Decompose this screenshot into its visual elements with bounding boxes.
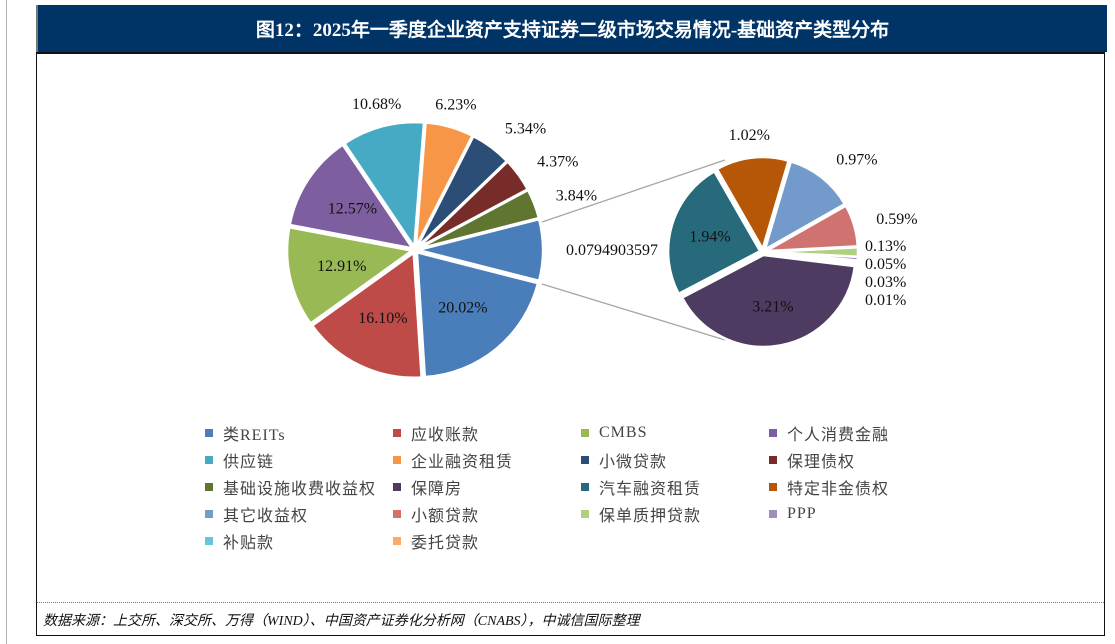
legend-swatch (205, 456, 213, 464)
legend-swatch (393, 510, 401, 518)
legend-swatch (205, 483, 213, 491)
legend-label: 补贴款 (223, 535, 275, 552)
main-data-label: 16.10% (358, 310, 407, 327)
main-data-label: 0.0794903597 (566, 242, 658, 259)
secondary-slice-8 (765, 251, 859, 265)
footer-divider (37, 602, 1104, 603)
legend-item: 汽车融资租赁 (581, 476, 769, 498)
legend-swatch (393, 483, 401, 491)
secondary-slice-2 (715, 155, 791, 253)
chart-title: 图12：2025年一季度企业资产支持证券二级市场交易情况-基础资产类型分布 (36, 5, 1107, 52)
legend-label: 供应链 (223, 454, 275, 471)
main-data-label: 6.23% (435, 97, 476, 114)
legend-swatch (581, 429, 589, 437)
legend-item: 基础设施收费收益权 (205, 476, 393, 498)
legend-swatch (205, 429, 213, 437)
legend-label: 基础设施收费收益权 (223, 481, 377, 498)
legend-item: 保障房 (393, 476, 581, 498)
secondary-data-label: 1.02% (729, 127, 770, 144)
legend-label: 个人消费金融 (787, 427, 890, 444)
secondary-data-label: 3.21% (752, 298, 793, 315)
main-slice-1 (310, 250, 423, 379)
secondary-data-label: 0.59% (876, 211, 917, 228)
main-data-label: 12.57% (328, 201, 377, 218)
secondary-data-label: 1.94% (689, 229, 730, 246)
legend-swatch (769, 510, 777, 518)
legend-item: 个人消费金融 (769, 422, 957, 444)
main-slice-9 (417, 217, 545, 283)
secondary-data-label: 0.05% (865, 256, 906, 273)
secondary-data-label: 0.13% (865, 238, 906, 255)
secondary-slice-0 (680, 253, 857, 349)
legend-swatch (205, 537, 213, 545)
chart-frame: 数据来源：上交所、深交所、万得（WIND）、中国资产证券化分析网（CNABS），… (36, 52, 1105, 636)
connector-line-top (541, 159, 726, 223)
legend-item: CMBS (581, 422, 769, 444)
secondary-data-label: 0.03% (865, 274, 906, 291)
legend-item: 保单质押贷款 (581, 503, 769, 525)
legend-item: 应收账款 (393, 422, 581, 444)
legend-item: 小微贷款 (581, 449, 769, 471)
legend-label: 保单质押贷款 (599, 508, 702, 525)
main-data-label: 10.68% (352, 96, 401, 113)
main-data-label: 20.02% (438, 300, 487, 317)
legend-swatch (393, 429, 401, 437)
legend-label: 保障房 (411, 481, 463, 498)
legend: 类REITs 应收账款 CMBS 个人消费金融供应链 企业融资租赁 小微贷款 保理债权基础设… (205, 422, 957, 552)
legend-label: 其它收益权 (223, 508, 309, 525)
legend-label: 企业融资租赁 (411, 454, 514, 471)
secondary-data-label: 0.97% (836, 151, 877, 168)
legend-label: 保理债权 (787, 454, 856, 471)
connector-line-bottom (541, 283, 726, 341)
legend-label: 小额贷款 (411, 508, 480, 525)
legend-label: CMBS (599, 424, 648, 441)
secondary-slice-3 (762, 159, 847, 253)
legend-swatch (393, 537, 401, 545)
legend-item: 委托贷款 (393, 530, 581, 552)
legend-item: 其它收益权 (205, 503, 393, 525)
page-edge-line (6, 0, 7, 644)
main-data-label: 5.34% (505, 121, 546, 138)
legend-swatch (581, 483, 589, 491)
main-slice-2 (285, 225, 416, 326)
legend-label: PPP (787, 505, 817, 522)
source-note: 数据来源：上交所、深交所、万得（WIND）、中国资产证券化分析网（CNABS），… (43, 614, 640, 629)
legend-swatch (769, 456, 777, 464)
legend-item: 小额贷款 (393, 503, 581, 525)
legend-item: 保理债权 (769, 449, 957, 471)
legend-swatch (205, 510, 213, 518)
main-data-label: 4.37% (537, 153, 578, 170)
main-data-label: 12.91% (317, 258, 366, 275)
legend-swatch (581, 510, 589, 518)
legend-item: 补贴款 (205, 530, 393, 552)
legend-item: 类REITs (205, 422, 393, 444)
legend-label: 类REITs (223, 427, 286, 444)
legend-swatch (581, 456, 589, 464)
main-slice-4 (342, 120, 426, 251)
main-slice-3 (288, 142, 416, 251)
legend-swatch (393, 456, 401, 464)
legend-label: 小微贷款 (599, 454, 668, 471)
legend-item: 特定非金债权 (769, 476, 957, 498)
legend-swatch (769, 483, 777, 491)
legend-label: 汽车融资租赁 (599, 481, 702, 498)
legend-swatch (769, 429, 777, 437)
legend-item: 供应链 (205, 449, 393, 471)
legend-label: 委托贷款 (411, 535, 480, 552)
legend-item: 企业融资租赁 (393, 449, 581, 471)
legend-label: 特定非金债权 (787, 481, 890, 498)
secondary-data-label: 0.01% (865, 292, 906, 309)
main-slice-0 (415, 250, 540, 379)
secondary-slice-1 (666, 169, 762, 296)
main-data-label: 3.84% (556, 187, 597, 204)
legend-label: 应收账款 (411, 427, 480, 444)
legend-item: PPP (769, 503, 957, 525)
